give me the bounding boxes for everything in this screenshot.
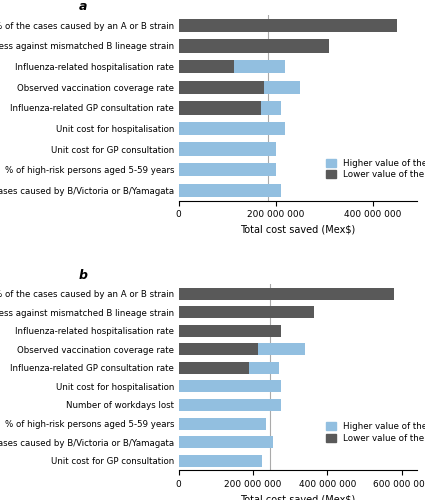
- Text: b: b: [79, 270, 88, 282]
- Bar: [178, 324, 281, 337]
- Bar: [178, 163, 276, 176]
- Bar: [178, 436, 273, 448]
- Legend: Higher value of the input, Lower value of the input: Higher value of the input, Lower value o…: [326, 158, 425, 180]
- Bar: [178, 343, 305, 355]
- Bar: [178, 380, 281, 392]
- Bar: [178, 362, 279, 374]
- Bar: [178, 18, 268, 32]
- Text: a: a: [79, 0, 87, 13]
- Bar: [178, 362, 249, 374]
- Bar: [178, 101, 261, 114]
- Bar: [178, 184, 280, 197]
- Bar: [178, 39, 268, 52]
- Bar: [178, 80, 300, 94]
- Bar: [178, 101, 280, 114]
- Bar: [178, 288, 269, 300]
- Bar: [178, 306, 314, 318]
- Bar: [178, 60, 234, 74]
- Bar: [178, 306, 249, 318]
- Bar: [178, 399, 281, 411]
- Bar: [178, 454, 262, 467]
- Bar: [178, 288, 394, 300]
- Bar: [178, 324, 281, 337]
- Bar: [178, 39, 329, 52]
- Bar: [178, 80, 264, 94]
- Bar: [178, 60, 285, 74]
- Legend: Higher value of the input, Lower value of the input: Higher value of the input, Lower value o…: [326, 422, 425, 443]
- Bar: [178, 142, 276, 156]
- X-axis label: Total cost saved (Mex$): Total cost saved (Mex$): [240, 225, 355, 235]
- X-axis label: Total cost saved (Mex$): Total cost saved (Mex$): [240, 494, 355, 500]
- Bar: [178, 343, 258, 355]
- Bar: [178, 418, 266, 430]
- Bar: [178, 122, 285, 135]
- Bar: [178, 18, 397, 32]
